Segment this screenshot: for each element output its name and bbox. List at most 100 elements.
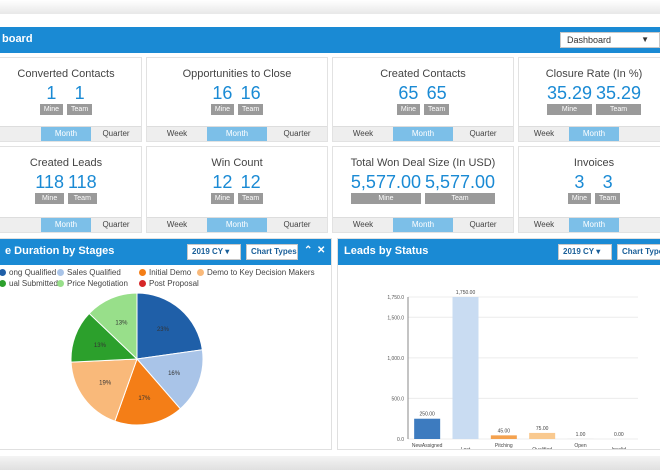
team-label: Team <box>425 193 496 204</box>
card-values: 12 Mine 12 Team <box>147 172 327 204</box>
card-values: 16 Mine 16 Team <box>147 83 327 115</box>
tab-month[interactable]: Month <box>207 127 267 141</box>
bar-chart: 0.0 500.0 1,000.0 1,500.0 1,750.0 250.00 NewAs… <box>387 290 638 449</box>
x-tick-label: Qualified <box>532 447 552 449</box>
chart-types-button[interactable]: Chart Types <box>246 244 298 260</box>
card-values: 65 Mine 65 Team <box>333 83 513 115</box>
tab-quarter[interactable]: Quarter <box>283 220 311 229</box>
tab-quarter[interactable]: Quarter <box>283 129 311 138</box>
stage-duration-panel: e Duration by Stages 2019 CY ▾ Chart Typ… <box>0 238 332 450</box>
legend-item[interactable]: Post Proposal <box>139 279 199 288</box>
team-value: 118 <box>68 172 97 192</box>
tab-month[interactable]: Month <box>569 218 619 232</box>
tab-week[interactable]: Week <box>166 129 188 138</box>
tab-quarter[interactable]: Quarter <box>102 220 130 229</box>
legend-item[interactable]: Demo to Key Decision Makers <box>197 268 315 277</box>
y-tick-label: 1,750.0 <box>387 295 404 301</box>
y-tick-label: 500.0 <box>391 396 404 402</box>
tab-month[interactable]: Month <box>207 218 267 232</box>
tab-month[interactable]: Month <box>41 127 91 141</box>
chart-types-button[interactable]: Chart Types <box>617 244 660 260</box>
period-tabs: Week Month Quarter <box>333 217 513 232</box>
tab-month[interactable]: Month <box>569 127 619 141</box>
tab-partial[interactable] <box>0 127 41 141</box>
tab-quarter[interactable]: Quarter <box>469 129 497 138</box>
team-label: Team <box>596 104 642 115</box>
card-title: Converted Contacts <box>17 68 115 80</box>
tab-quarter[interactable]: Quarter <box>102 129 130 138</box>
legend-item[interactable]: ual Submitted <box>0 279 58 288</box>
tab-partial[interactable] <box>619 127 660 141</box>
period-tabs: Month Quarter <box>0 126 141 141</box>
legend-label: Demo to Key Decision Makers <box>207 268 315 277</box>
legend-item[interactable]: Sales Qualified <box>57 268 121 277</box>
card-title: Created Contacts <box>380 68 466 80</box>
mine-label: Mine <box>546 104 592 115</box>
bar[interactable] <box>529 432 556 439</box>
legend-label: ong Qualified <box>9 268 57 277</box>
mine-value: 12 <box>212 172 233 192</box>
team-value: 16 <box>240 83 261 103</box>
pie-slice[interactable] <box>136 292 203 360</box>
bar[interactable] <box>490 435 517 439</box>
period-tabs: Week Month <box>519 217 660 232</box>
tab-week[interactable]: Week <box>352 220 374 229</box>
pie-chart: 23% 16% 17% 19% 13% 13% <box>70 292 204 426</box>
mine-label: Mine <box>39 104 64 115</box>
metric-card: Invoices 3 Mine 3 Team Week Month <box>518 146 660 233</box>
tab-month[interactable]: Month <box>393 127 453 141</box>
metric-card: Total Won Deal Size (In USD) 5,577.00 Mine… <box>332 146 514 233</box>
tab-month[interactable]: Month <box>393 218 453 232</box>
period-tabs: Week Month Quarter <box>147 217 327 232</box>
chevron-up-icon[interactable]: ⌃ <box>304 245 313 256</box>
bar[interactable] <box>414 418 441 439</box>
leads-status-panel: Leads by Status 2019 CY ▾ Chart Types 0.… <box>337 238 660 450</box>
x-tick-label: Invalid <box>612 447 627 449</box>
pie-slice[interactable] <box>136 349 204 410</box>
metric-card: Created Contacts 65 Mine 65 Team Week Month Qua… <box>332 57 514 142</box>
tab-partial[interactable] <box>619 218 660 232</box>
pie-slice[interactable] <box>70 358 138 422</box>
bottom-band <box>0 456 660 470</box>
card-title: Closure Rate (In %) <box>545 68 643 80</box>
legend-item[interactable]: ong Qualified <box>0 268 56 277</box>
pie-slice[interactable] <box>88 292 138 361</box>
year-select[interactable]: 2019 CY ▾ <box>187 244 241 260</box>
legend-item[interactable]: Initial Demo <box>139 268 191 277</box>
legend-label: Price Negotiation <box>67 279 128 288</box>
pie-slice-label: 19% <box>99 381 112 387</box>
bar-value-label: 75.00 <box>536 426 549 432</box>
tab-week[interactable]: Week <box>352 129 374 138</box>
tab-week[interactable]: Week <box>166 220 188 229</box>
bar-value-label: 1,750.00 <box>456 290 476 296</box>
legend-item[interactable]: Price Negotiation <box>57 279 128 288</box>
team-value: 3 <box>602 172 613 192</box>
bar-value-label: 1.00 <box>576 432 586 438</box>
tab-week[interactable]: Week <box>533 220 555 229</box>
bar-value-label: 0.00 <box>614 432 624 438</box>
bar[interactable] <box>452 297 479 439</box>
tab-quarter[interactable]: Quarter <box>469 220 497 229</box>
card-values: 1 Mine 1 Team <box>0 83 141 115</box>
mine-label: Mine <box>35 193 64 204</box>
tab-month[interactable]: Month <box>41 218 91 232</box>
mine-value: 35.29 <box>546 83 592 103</box>
metric-card: Closure Rate (In %) 35.29 Mine 35.29 Team Wee… <box>518 57 660 142</box>
tab-week[interactable]: Week <box>533 129 555 138</box>
card-title: Created Leads <box>29 157 103 169</box>
period-tabs: Week Month Quarter <box>333 126 513 141</box>
year-select-value: 2019 CY <box>192 247 223 256</box>
close-icon[interactable]: ✕ <box>317 245 326 256</box>
pie-slice-label: 13% <box>115 321 128 327</box>
tab-partial[interactable] <box>0 218 41 232</box>
card-values: 5,577.00 Mine 5,577.00 Team <box>333 172 513 204</box>
legend-swatch <box>57 269 64 276</box>
team-label: Team <box>238 104 264 115</box>
x-tick-label: Pitching <box>495 443 513 449</box>
legend-swatch <box>197 269 204 276</box>
year-select[interactable]: 2019 CY ▾ <box>558 244 612 260</box>
dashboard-select[interactable]: Dashboard ▼ <box>560 32 660 48</box>
x-tick-label: Lost <box>461 447 471 449</box>
card-title: Invoices <box>573 157 615 169</box>
team-value: 12 <box>240 172 261 192</box>
